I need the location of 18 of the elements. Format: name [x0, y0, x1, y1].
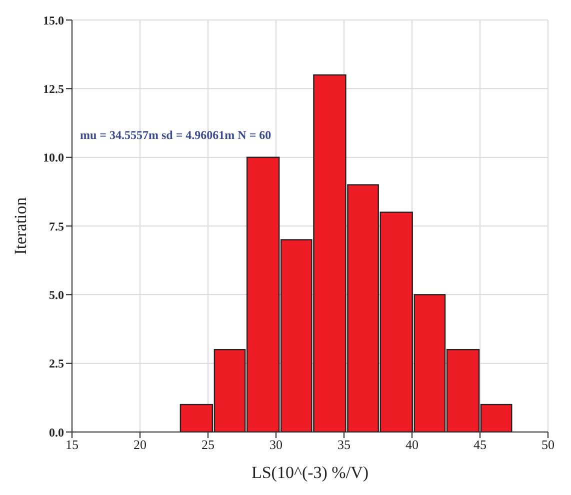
x-tick-label: 35 [338, 437, 350, 452]
x-tick-label: 40 [406, 437, 418, 452]
x-axis-title: LS(10^(-3) %/V) [251, 463, 369, 482]
y-axis-title: Iteration [11, 196, 30, 255]
y-tick-label: 15.0 [43, 13, 64, 28]
x-tick-label: 15 [66, 437, 78, 452]
y-tick-label: 5.0 [49, 288, 64, 302]
y-tick-label: 0.0 [49, 425, 64, 440]
y-tick-label: 7.5 [49, 219, 64, 234]
x-tick-label: 30 [270, 437, 282, 452]
x-tick-label: 20 [134, 437, 146, 452]
y-tick-label: 10.0 [43, 150, 64, 165]
y-tick-label: 2.5 [49, 356, 64, 371]
y-tick-label: 12.5 [43, 82, 64, 96]
x-tick-label: 45 [474, 437, 486, 452]
x-tick-label: 50 [542, 437, 554, 452]
annotation: mu = 34.5557m sd = 4.96061m N = 60 [80, 128, 272, 143]
x-tick-label: 25 [202, 437, 214, 452]
